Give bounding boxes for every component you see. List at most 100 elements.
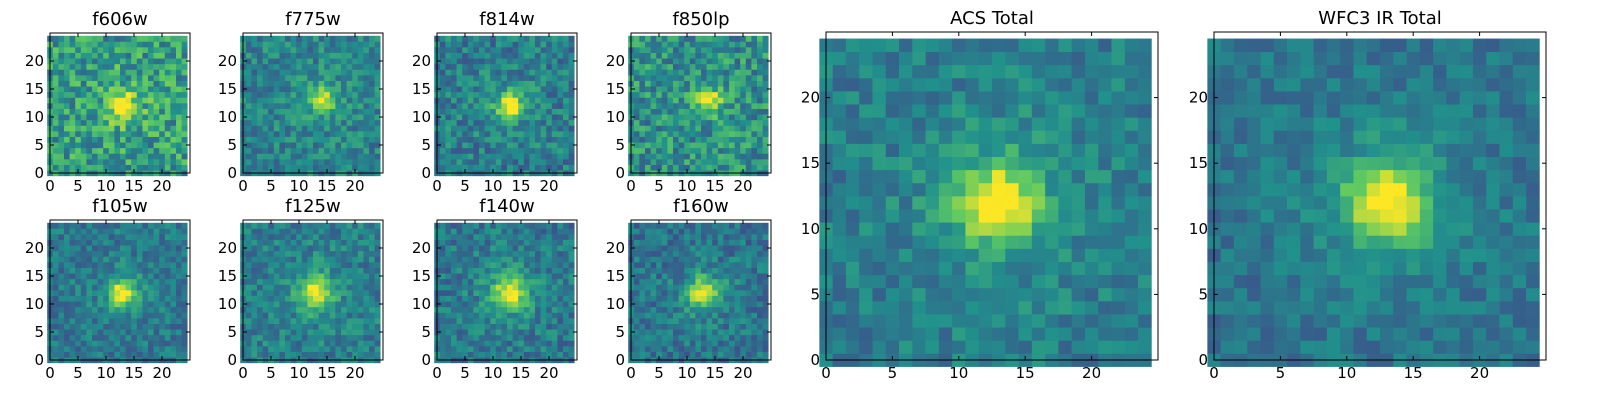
heatmap-cell [490, 351, 497, 358]
heatmap-cell [751, 58, 758, 65]
axes-frame [49, 32, 191, 174]
axes-frame [49, 219, 191, 361]
heatmap-cell [307, 267, 314, 274]
heatmap-cell [285, 47, 291, 53]
heatmap-cell [656, 41, 663, 48]
heatmap-cell [357, 250, 364, 257]
heatmap-cell [729, 136, 735, 143]
heatmap-cell [279, 153, 286, 160]
heatmap-cell [374, 69, 381, 76]
heatmap-cell [507, 97, 513, 104]
heatmap-cell [52, 41, 59, 48]
heatmap-cell [176, 103, 182, 109]
heatmap-cell [740, 136, 747, 143]
heatmap-cell [125, 346, 132, 352]
heatmap-cell [661, 312, 668, 319]
heatmap-cell [706, 47, 713, 53]
heatmap-cell [176, 262, 182, 268]
heatmap-cell [451, 35, 457, 42]
heatmap-cell [673, 103, 679, 109]
heatmap-cell [148, 306, 154, 313]
heatmap-cell [176, 301, 182, 308]
heatmap-cell [712, 136, 719, 143]
x-tick-label: 20 [539, 364, 558, 382]
heatmap-cell [273, 256, 280, 263]
heatmap-cell [462, 35, 469, 42]
heatmap-cell [451, 97, 457, 104]
heatmap-cell [639, 136, 646, 143]
heatmap-cell [262, 136, 269, 143]
heatmap-cell [290, 306, 297, 313]
heatmap-cell [290, 351, 297, 358]
heatmap-cell [678, 340, 685, 347]
heatmap-cell [301, 131, 308, 137]
heatmap-cell [131, 86, 138, 93]
heatmap-cell [257, 47, 263, 53]
heatmap-cell [273, 142, 280, 149]
heatmap-cell [75, 41, 82, 48]
heatmap-cell [563, 35, 569, 42]
heatmap-cell [75, 131, 82, 137]
heatmap-cell [279, 245, 286, 252]
heatmap-cell [136, 153, 143, 160]
heatmap-cell [313, 222, 319, 229]
heatmap-cell [170, 262, 177, 268]
heatmap-cell [684, 91, 691, 98]
heatmap-cell [75, 290, 82, 296]
heatmap-cell [153, 35, 160, 42]
heatmap-cell [656, 159, 663, 165]
heatmap-cell [125, 86, 132, 93]
heatmap-cell [673, 63, 679, 70]
heatmap-cell [363, 334, 370, 341]
heatmap-cell [164, 312, 171, 319]
heatmap-cell [346, 323, 353, 330]
heatmap-cell [701, 318, 707, 324]
heatmap-cell [181, 142, 188, 149]
heatmap-cell [285, 346, 291, 352]
heatmap-cells [47, 222, 188, 364]
heatmap-cell [479, 278, 485, 285]
heatmap-cell [335, 63, 342, 70]
heatmap-cell [507, 52, 513, 59]
heatmap-cell [357, 234, 364, 240]
heatmap-cell [723, 147, 730, 154]
heatmap-cell [131, 131, 138, 137]
heatmap-cell [80, 164, 87, 171]
heatmap-cell [551, 334, 558, 341]
heatmap-cell [650, 35, 657, 42]
heatmap-cell [125, 256, 132, 263]
heatmap-cell [164, 52, 171, 59]
heatmap-cell [479, 41, 485, 48]
heatmap-cell [369, 91, 375, 98]
heatmap-cell [352, 86, 359, 93]
heatmap-cell [445, 273, 452, 280]
heatmap-cell [285, 131, 291, 137]
heatmap-cell [164, 267, 171, 274]
heatmap-cell [92, 340, 98, 347]
heatmap-cell [170, 323, 177, 330]
heatmap-cell [568, 136, 575, 143]
heatmap-cell [467, 147, 474, 154]
heatmap-cell [723, 290, 730, 296]
heatmap-cell [52, 47, 59, 53]
heatmap-cell [684, 323, 691, 330]
heatmap-cell [296, 262, 303, 268]
heatmap-cell [695, 114, 702, 121]
heatmap-cell [757, 323, 763, 330]
heatmap-cell [529, 290, 536, 296]
heatmap-cell [473, 318, 480, 324]
heatmap-cell [490, 334, 497, 341]
heatmap-cell [86, 250, 93, 257]
heatmap-cell [357, 97, 364, 104]
heatmap-cell [273, 245, 280, 252]
heatmap-cell [757, 69, 763, 76]
heatmap-cell [318, 250, 325, 257]
heatmap-cell [120, 290, 126, 296]
heatmap-cell [684, 153, 691, 160]
heatmap-cell [479, 306, 485, 313]
heatmap-cell [279, 222, 286, 229]
heatmap-cell [639, 153, 646, 160]
heatmap-cell [706, 91, 713, 98]
heatmap-cell [645, 119, 651, 126]
heatmap-cell [740, 301, 747, 308]
